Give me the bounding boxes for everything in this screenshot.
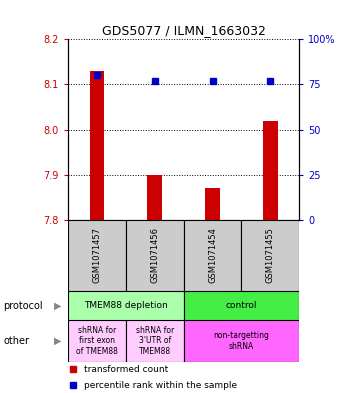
Bar <box>241 220 299 291</box>
Text: transformed count: transformed count <box>84 365 168 374</box>
Text: other: other <box>3 336 29 346</box>
Text: protocol: protocol <box>3 301 43 310</box>
Title: GDS5077 / ILMN_1663032: GDS5077 / ILMN_1663032 <box>102 24 266 37</box>
Text: GSM1071454: GSM1071454 <box>208 228 217 283</box>
Bar <box>126 320 184 362</box>
Text: ▶: ▶ <box>54 301 62 310</box>
Text: TMEM88 depletion: TMEM88 depletion <box>84 301 168 310</box>
Bar <box>184 320 299 362</box>
Text: ▶: ▶ <box>54 336 62 346</box>
Text: non-targetting
shRNA: non-targetting shRNA <box>214 331 269 351</box>
Text: percentile rank within the sample: percentile rank within the sample <box>84 381 237 389</box>
Bar <box>184 220 241 291</box>
Bar <box>68 291 184 320</box>
Bar <box>68 220 126 291</box>
Bar <box>263 121 277 220</box>
Text: shRNA for
first exon
of TMEM88: shRNA for first exon of TMEM88 <box>76 326 118 356</box>
Text: GSM1071457: GSM1071457 <box>92 228 101 283</box>
Text: GSM1071455: GSM1071455 <box>266 228 275 283</box>
Bar <box>126 220 184 291</box>
Bar <box>205 188 220 220</box>
Text: GSM1071456: GSM1071456 <box>150 228 159 283</box>
Text: control: control <box>226 301 257 310</box>
Bar <box>148 175 162 220</box>
Bar <box>90 71 104 220</box>
Bar <box>68 320 126 362</box>
Bar <box>184 291 299 320</box>
Text: shRNA for
3'UTR of
TMEM88: shRNA for 3'UTR of TMEM88 <box>136 326 174 356</box>
